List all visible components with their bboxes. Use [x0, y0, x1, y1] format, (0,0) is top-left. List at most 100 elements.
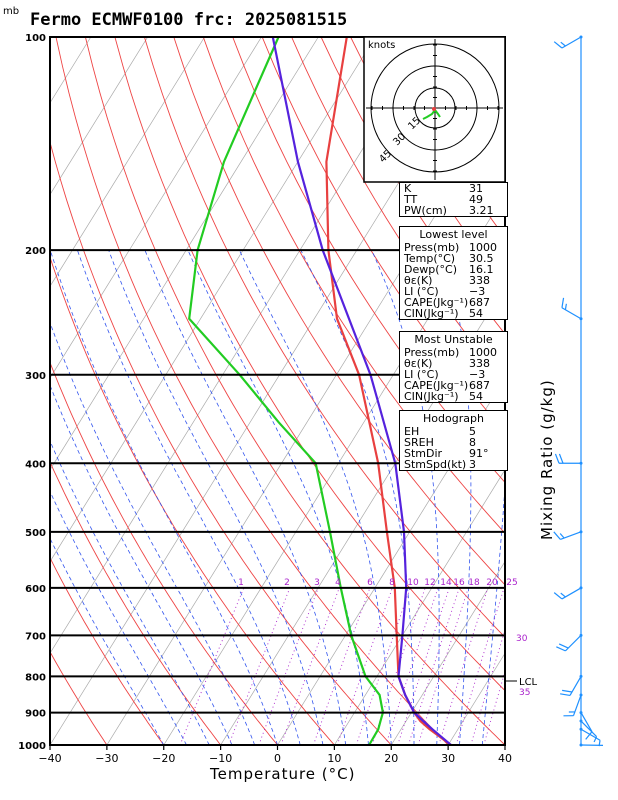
mixing-ratio-line [407, 587, 460, 745]
indices-section-header: Lowest level [419, 228, 488, 241]
mixing-ratio-tick-label: 8 [389, 578, 395, 588]
indices-label: LI (°C) [404, 368, 439, 381]
dry-adiabat [291, 37, 505, 384]
wind-barb-flag [561, 297, 565, 308]
indices-label: Temp(°C) [404, 252, 456, 265]
moist-adiabat [50, 537, 165, 745]
indices-hodograph: Hodograph EH 5 SREH 8 StmDir 91° StmSpd(kt) 3 [399, 410, 508, 471]
mixing-ratio-tick-label: 30 [516, 634, 528, 644]
isotherm [50, 37, 262, 379]
indices-row: SREH 8 [400, 437, 507, 448]
y-tick-label: 300 [25, 371, 46, 382]
x-tick-label: −30 [95, 752, 118, 765]
indices-row: CAPE(Jkg⁻¹) 687 [400, 297, 507, 308]
indices-value: 5 [469, 425, 476, 438]
indices-label: Dewp(°C) [404, 263, 457, 276]
indices-lowest-level: Lowest level Press(mb) 1000 Temp(°C) 30.5 Dew… [399, 226, 508, 320]
indices-value: −3 [469, 285, 486, 298]
dry-adiabat [232, 37, 505, 484]
x-tick-label: 30 [441, 752, 455, 765]
x-tick-label: 40 [498, 752, 512, 765]
y-tick-label: 500 [25, 528, 46, 539]
dry-adiabat [143, 37, 505, 638]
wind-barb-flag [558, 453, 564, 464]
y-tick-label: 1000 [18, 741, 46, 752]
wind-barb-shaft [565, 634, 582, 652]
mixing-ratio-tick-label: 14 [440, 578, 452, 588]
dry-adiabat [50, 361, 279, 745]
isotherm [50, 37, 205, 287]
wind-barb-flag [560, 41, 566, 47]
indices-row: StmSpd(kt) 3 [400, 459, 507, 470]
wind-barb-shaft [561, 587, 582, 600]
dry-adiabat [50, 650, 108, 745]
indices-label: LI (°C) [404, 285, 439, 298]
mixing-ratio-line [385, 587, 439, 745]
wind-barb-flag [558, 643, 569, 649]
isotherm [562, 37, 618, 745]
indices-section-header: Most Unstable [414, 333, 493, 346]
x-tick-label: −20 [152, 752, 175, 765]
indices-label: K [404, 182, 412, 195]
isotherm [390, 560, 505, 745]
dry-adiabat [586, 37, 618, 760]
dry-adiabat [497, 37, 505, 50]
indices-row: CIN(Jkg⁻¹) 54 [400, 308, 507, 319]
isotherm [50, 37, 376, 563]
wind-barb-flag [559, 533, 565, 539]
indices-row: TT 49 [400, 194, 507, 205]
dry-adiabat [173, 37, 505, 586]
mixing-ratio-tick-label: 16 [453, 578, 465, 588]
mixing-ratio-line [470, 628, 505, 745]
indices-value: 8 [469, 436, 476, 449]
wind-barb-flag [562, 689, 573, 693]
indices-value: 54 [469, 307, 483, 320]
pressure-unit: mb [3, 6, 20, 17]
indices-row: CAPE(Jkg⁻¹) 687 [400, 380, 507, 391]
wind-barb-flag [556, 646, 566, 652]
parcel-line [271, 37, 452, 745]
indices-row: EH 5 [400, 426, 507, 437]
wind-barb-shaft [580, 720, 597, 738]
hodograph-unit: knots [368, 40, 395, 51]
indices-value: 338 [469, 274, 490, 287]
mixing-ratio-line [280, 587, 340, 745]
wind-barb-shaft [569, 676, 582, 696]
chart-title: Fermo ECMWF0100 frc: 2025081515 [30, 10, 348, 30]
moist-adiabat [50, 384, 233, 745]
wind-barb-shaft [561, 36, 582, 49]
mixing-ratio-tick-label: 1 [238, 578, 244, 588]
indices-value: −3 [469, 368, 486, 381]
indices-value: 30.5 [469, 252, 494, 265]
dry-adiabat [202, 37, 505, 534]
moist-adiabat [300, 249, 415, 745]
mixing-ratio-tick-label: 4 [335, 578, 341, 588]
indices-label: EH [404, 425, 420, 438]
indices-label: CIN(Jkg⁻¹) [404, 307, 459, 320]
dry-adiabat [50, 556, 165, 745]
wind-barb-flag [560, 592, 566, 598]
wind-barb-shaft [580, 728, 601, 741]
wind-barb-flag [564, 303, 567, 310]
x-tick-label: 0 [274, 752, 281, 765]
indices-value: 91° [469, 447, 489, 460]
moist-adiabat [144, 249, 347, 745]
indices-label: θε(K) [404, 274, 433, 287]
y-tick-label: 200 [25, 246, 46, 257]
indices-value: 3 [469, 458, 476, 471]
moist-adiabat [238, 249, 392, 745]
wind-barb-flag [585, 731, 593, 740]
indices-row: CIN(Jkg⁻¹) 54 [400, 391, 507, 402]
mixing-ratio-tick-label: 25 [506, 578, 517, 588]
mixing-ratio-tick-label: 18 [468, 578, 480, 588]
lcl-label: LCL [519, 677, 538, 688]
indices-label: StmSpd(kt) [404, 458, 467, 471]
isotherm [50, 37, 319, 471]
storm-motion-marker [432, 107, 436, 111]
wind-barb-flag [560, 693, 571, 697]
wind-barb-flag [593, 736, 598, 743]
indices-row: K 31 [400, 183, 507, 194]
indices-value: 16.1 [469, 263, 494, 276]
x-tick-label: 10 [327, 752, 341, 765]
